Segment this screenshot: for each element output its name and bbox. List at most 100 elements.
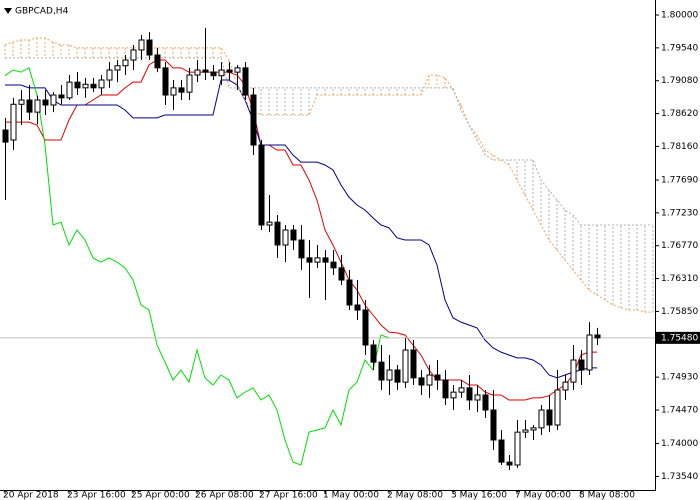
candle-body bbox=[466, 387, 473, 401]
candle-body bbox=[42, 99, 49, 106]
x-tick-label: 25 Apr 00:00 bbox=[131, 491, 190, 500]
price-label-box bbox=[656, 331, 700, 344]
candle-body bbox=[410, 349, 417, 379]
candle-body bbox=[426, 374, 433, 386]
x-tick-label: 26 Apr 08:00 bbox=[195, 491, 254, 500]
candle-body bbox=[290, 229, 297, 241]
candle-body bbox=[594, 334, 601, 339]
candle-body bbox=[458, 387, 465, 393]
candle-body bbox=[394, 369, 401, 383]
x-tick-label: 3 May 16:00 bbox=[451, 491, 507, 500]
x-tick-label: 27 Apr 16:00 bbox=[259, 491, 318, 500]
candle-body bbox=[202, 69, 209, 73]
candle-body bbox=[226, 69, 233, 73]
candle-body bbox=[26, 99, 33, 113]
x-tick-label: 20 Apr 2018 bbox=[3, 491, 59, 500]
candle-body bbox=[178, 87, 185, 93]
candle-body bbox=[146, 39, 153, 56]
candle-body bbox=[418, 377, 425, 386]
candle-body bbox=[434, 374, 441, 381]
candle-body bbox=[194, 69, 201, 76]
candle-body bbox=[186, 74, 193, 93]
candle-body bbox=[402, 349, 409, 383]
y-tick-label: 1.77690 bbox=[661, 176, 698, 186]
candle-body bbox=[562, 381, 569, 391]
candle-body bbox=[10, 103, 17, 141]
candle-body bbox=[506, 461, 513, 466]
candle-body bbox=[522, 429, 529, 433]
y-tick-label: 1.75850 bbox=[661, 307, 698, 317]
candle-body bbox=[74, 81, 81, 89]
candle-body bbox=[242, 67, 249, 96]
x-tick-label: 2 May 08:00 bbox=[387, 491, 443, 500]
candle-body bbox=[546, 409, 553, 426]
candle-body bbox=[298, 239, 305, 259]
candle-body bbox=[442, 379, 449, 399]
y-tick-label: 1.73540 bbox=[661, 472, 698, 482]
candle-body bbox=[250, 94, 257, 146]
candle-body bbox=[330, 261, 337, 269]
candle-body bbox=[362, 309, 369, 346]
candle-body bbox=[170, 87, 177, 96]
candle-body bbox=[66, 81, 73, 99]
candle-body bbox=[58, 94, 65, 99]
indicator-line bbox=[5, 57, 653, 226]
indicator-line bbox=[4, 37, 653, 313]
y-tick-label: 1.77230 bbox=[661, 208, 698, 218]
candle-body bbox=[338, 267, 345, 281]
candle-body bbox=[138, 39, 145, 51]
y-tick-label: 1.78620 bbox=[661, 109, 698, 119]
price-label: 1.75480 bbox=[661, 333, 698, 343]
candle-body bbox=[474, 394, 481, 401]
candle-body bbox=[114, 65, 121, 71]
candle-body bbox=[162, 67, 169, 96]
candle-body bbox=[386, 369, 393, 381]
x-tick-label: 8 May 08:00 bbox=[579, 491, 635, 500]
candle-body bbox=[578, 359, 585, 371]
x-tick-label: 1 May 00:00 bbox=[323, 491, 379, 500]
candle-body bbox=[530, 427, 537, 431]
candle-body bbox=[306, 257, 313, 263]
candle-body bbox=[450, 391, 457, 399]
candle-body bbox=[346, 279, 353, 306]
title-arrow bbox=[4, 8, 12, 14]
chart-title: GBPCAD,H4 bbox=[15, 7, 69, 17]
candle-body bbox=[570, 359, 577, 383]
candle-body bbox=[266, 221, 273, 226]
indicator-line bbox=[5, 79, 597, 379]
candle-body bbox=[498, 439, 505, 463]
candle-body bbox=[106, 69, 113, 81]
candle-body bbox=[586, 334, 593, 371]
y-tick-label: 1.74470 bbox=[661, 406, 698, 416]
candle-body bbox=[482, 394, 489, 411]
candle-body bbox=[538, 409, 545, 429]
candle-body bbox=[314, 257, 321, 263]
y-tick-label: 1.76770 bbox=[661, 241, 698, 251]
y-tick-label: 1.79080 bbox=[661, 76, 698, 86]
plot-area bbox=[0, 27, 655, 470]
candle-body bbox=[82, 83, 89, 89]
candle-body bbox=[234, 67, 241, 73]
candle-body bbox=[274, 221, 281, 246]
candle-body bbox=[210, 71, 217, 77]
candle-body bbox=[218, 69, 225, 77]
candle-body bbox=[98, 79, 105, 89]
candle-body bbox=[18, 99, 25, 105]
indicator-line bbox=[4, 67, 390, 466]
y-tick-label: 1.78160 bbox=[661, 142, 698, 152]
candle-body bbox=[90, 83, 97, 89]
candle-body bbox=[2, 129, 9, 143]
x-tick-label: 7 May 00:00 bbox=[515, 491, 571, 500]
candle-body bbox=[50, 94, 57, 106]
candle-body bbox=[514, 431, 521, 466]
indicator-line bbox=[5, 59, 597, 401]
candle-body bbox=[370, 344, 377, 363]
y-tick-label: 1.74930 bbox=[661, 373, 698, 383]
x-tick-label: 23 Apr 16:00 bbox=[67, 491, 126, 500]
y-tick-label: 1.76310 bbox=[661, 274, 698, 284]
candle-body bbox=[378, 361, 385, 381]
candle-body bbox=[282, 229, 289, 246]
